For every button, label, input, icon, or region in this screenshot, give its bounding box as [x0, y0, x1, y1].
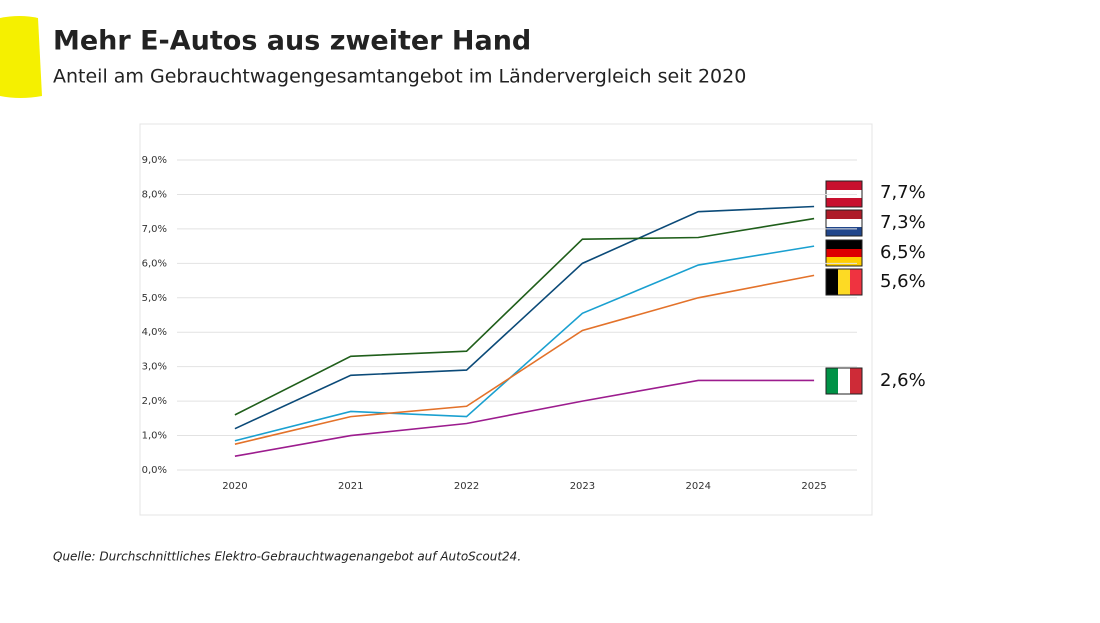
y-tick-label: 7,0% [142, 224, 167, 235]
chart-subtitle: Anteil am Gebrauchtwagengesamtangebot im… [53, 66, 746, 88]
x-tick-label: 2025 [801, 481, 826, 492]
series-line [234, 217, 815, 416]
flag-germany [825, 239, 863, 267]
y-tick-label: 5,0% [142, 293, 167, 304]
value-label: 2,6% [880, 370, 926, 391]
y-tick-label: 9,0% [142, 155, 167, 166]
series-line [234, 205, 815, 430]
x-tick-label: 2024 [686, 481, 711, 492]
x-tick-label: 2021 [338, 481, 363, 492]
value-label: 6,5% [880, 242, 926, 263]
source-note: Quelle: Durchschnittliches Elektro-Gebra… [53, 550, 521, 564]
series-line [234, 274, 815, 445]
y-tick-label: 4,0% [142, 327, 167, 338]
plot-frame [139, 123, 873, 516]
y-tick-label: 0,0% [142, 465, 167, 476]
y-tick-label: 8,0% [142, 189, 167, 200]
y-tick-label: 6,0% [142, 258, 167, 269]
x-tick-label: 2023 [570, 481, 595, 492]
value-label: 7,7% [880, 182, 926, 203]
flag-netherlands [825, 209, 863, 237]
flag-italy [825, 367, 863, 395]
x-tick-label: 2020 [222, 481, 247, 492]
brand-mark [0, 16, 42, 98]
y-tick-label: 3,0% [142, 362, 167, 373]
y-tick-label: 2,0% [142, 396, 167, 407]
value-label: 5,6% [880, 271, 926, 292]
series-line [234, 379, 815, 458]
y-tick-label: 1,0% [142, 431, 167, 442]
flag-belgium [825, 268, 863, 296]
chart-title: Mehr E-Autos aus zweiter Hand [53, 26, 531, 57]
x-tick-label: 2022 [454, 481, 479, 492]
value-label: 7,3% [880, 212, 926, 233]
series-line [234, 245, 815, 442]
